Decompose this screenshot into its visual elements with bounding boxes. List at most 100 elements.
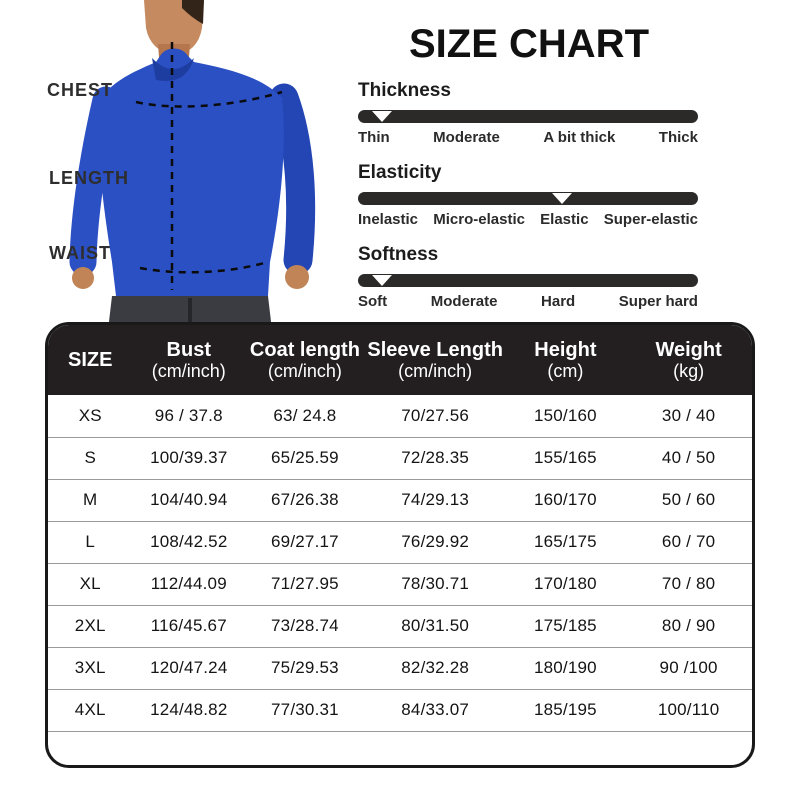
attr-softness-title: Softness [358,244,439,265]
value-cell: 75/29.53 [245,647,365,690]
table-row: 4XL 124/48.82 77/30.31 84/33.07 185/195 100/1… [48,689,752,732]
value-cell: 96 / 37.8 [132,395,246,438]
size-cell: XS [48,395,133,438]
level-label: Super-elastic [603,211,698,228]
level-label: Thick [658,129,698,146]
value-cell: 120/47.24 [132,647,246,690]
attr-softness: Softness Soft Moderate Hard Super hard [358,244,700,310]
size-table: SIZE Bust (cm/inch) Coat length (cm/inch… [45,322,755,768]
model-right-sleeve [269,83,316,275]
attr-softness-marker-icon [371,275,392,286]
level-label: Micro-elastic [433,211,525,228]
value-cell: 170/180 [505,563,626,606]
attr-elasticity-levels: Inelastic Micro-elastic Elastic Super-el… [358,211,698,228]
attr-thickness-levels: Thin Moderate A bit thick Thick [358,129,698,146]
measurement-line-chest [135,90,283,108]
model-hair [182,0,204,24]
table-row: 2XL 116/45.67 73/28.74 80/31.50 175/185 80 / … [48,605,752,648]
value-cell: 165/175 [505,521,626,564]
value-cell: 72/28.35 [364,437,506,480]
table-header-row: SIZE Bust (cm/inch) Coat length (cm/inch… [48,325,752,395]
value-cell: 73/28.74 [245,605,365,648]
value-cell: 63/ 24.8 [245,395,365,438]
value-cell: 70 / 80 [625,563,752,606]
value-cell: 65/25.59 [245,437,365,480]
level-label: Elastic [540,211,589,228]
attr-thickness-scale-bar [358,110,698,123]
table-row: 3XL 120/47.24 75/29.53 82/32.28 180/190 90 /1… [48,647,752,690]
size-cell: M [48,479,133,522]
col-header-unit: (cm/inch) [398,361,473,381]
value-cell: 67/26.38 [245,479,365,522]
attr-softness-scale-bar [358,274,698,287]
attr-thickness-title: Thickness [358,80,451,101]
col-header-text: Bust [166,339,211,361]
page-title: SIZE CHART [409,22,649,66]
level-label: Hard [541,293,576,310]
model-hoodie-torso [97,48,284,296]
col-header-text: SIZE [68,349,113,371]
measurement-line-waist [139,261,265,274]
table-row: L 108/42.52 69/27.17 76/29.92 165/175 60 / 70 [48,521,752,564]
value-cell: 124/48.82 [132,689,246,732]
value-cell: 71/27.95 [245,563,365,606]
col-header-weight: Weight (kg) [625,325,752,395]
col-header-unit: (cm) [547,361,584,381]
value-cell: 108/42.52 [132,521,246,564]
waist-label: WAIST [49,243,111,263]
size-cell: 4XL [48,689,133,732]
value-cell: 77/30.31 [245,689,365,732]
size-cell: 2XL [48,605,133,648]
level-label: Soft [358,293,388,310]
value-cell: 100/110 [625,689,752,732]
size-cell: 3XL [48,647,133,690]
attr-elasticity-title: Elasticity [358,162,442,183]
value-cell: 116/45.67 [132,605,246,648]
level-label: A bit thick [543,129,616,146]
level-label: Inelastic [358,211,419,228]
col-header-unit: (cm/inch) [267,361,342,381]
chest-label: CHEST [47,80,114,100]
attr-elasticity-marker-icon [552,193,572,204]
value-cell: 175/185 [505,605,626,648]
attr-elasticity-scale-bar [358,192,698,205]
value-cell: 30 / 40 [625,395,752,438]
size-cell: L [48,521,133,564]
level-label: Moderate [430,293,498,310]
col-header-unit: (kg) [673,361,705,381]
value-cell: 155/165 [505,437,626,480]
size-cell: XL [48,563,133,606]
col-header-bust: Bust (cm/inch) [132,325,246,395]
col-header-coat-length: Coat length (cm/inch) [245,325,365,395]
value-cell: 180/190 [505,647,626,690]
level-label: Moderate [433,129,500,146]
value-cell: 74/29.13 [364,479,506,522]
level-label: Super hard [618,293,698,310]
col-header-text: Height [534,339,597,361]
model-right-hand [285,265,309,289]
value-cell: 50 / 60 [625,479,752,522]
table-row: XS 96 / 37.8 63/ 24.8 70/27.56 150/160 30 / 4… [48,395,752,438]
value-cell: 70/27.56 [364,395,506,438]
model-photo [69,0,316,330]
col-header-size: SIZE [48,325,133,395]
col-header-text: Weight [655,339,722,361]
col-header-sleeve-length: Sleeve Length (cm/inch) [364,325,506,395]
value-cell: 82/32.28 [364,647,506,690]
value-cell: 185/195 [505,689,626,732]
value-cell: 80 / 90 [625,605,752,648]
value-cell: 69/27.17 [245,521,365,564]
table-row: XL 112/44.09 71/27.95 78/30.71 170/180 70 / 8… [48,563,752,606]
value-cell: 150/160 [505,395,626,438]
attr-elasticity: Elasticity Inelastic Micro-elastic Elast… [358,162,700,228]
col-header-unit: (cm/inch) [151,361,226,381]
value-cell: 76/29.92 [364,521,506,564]
level-label: Thin [358,129,390,146]
attr-thickness: Thickness Thin Moderate A bit thick Thic… [358,80,700,146]
value-cell: 40 / 50 [625,437,752,480]
table-row: M 104/40.94 67/26.38 74/29.13 160/170 50 / 60 [48,479,752,522]
value-cell: 60 / 70 [625,521,752,564]
value-cell: 112/44.09 [132,563,246,606]
size-table-body: XS 96 / 37.8 63/ 24.8 70/27.56 150/160 30 / 4… [48,395,752,732]
